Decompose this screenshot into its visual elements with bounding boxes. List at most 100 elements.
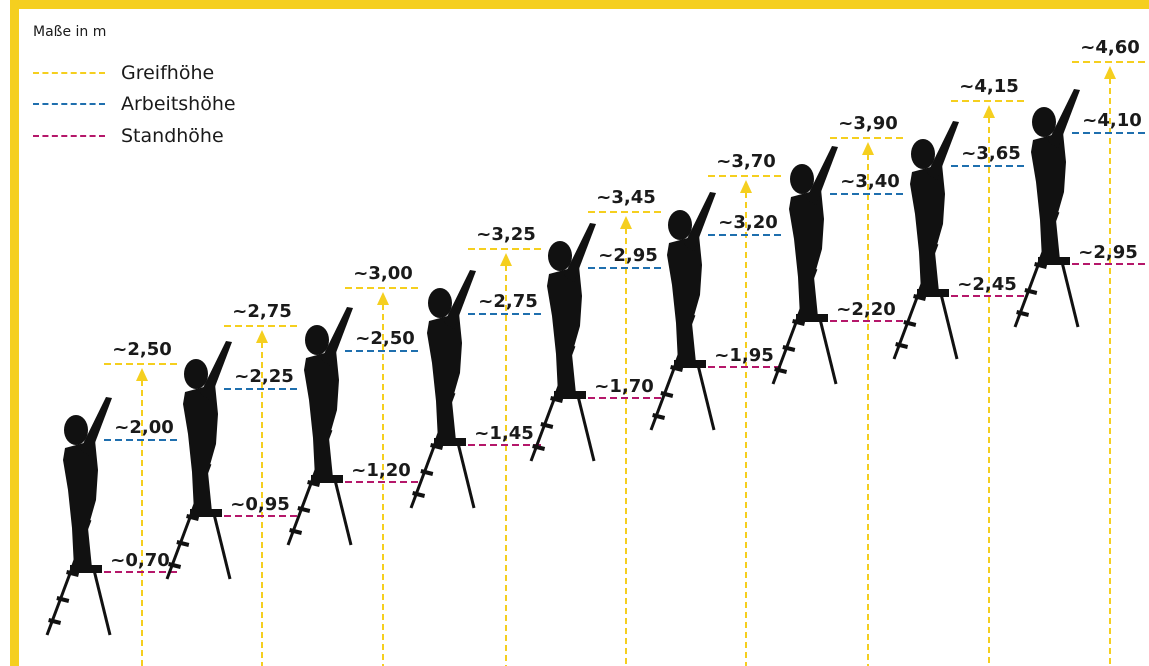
frame-top-border bbox=[10, 0, 1149, 9]
work-height-value: ~2,75 bbox=[478, 291, 538, 312]
stand-height-value: ~1,70 bbox=[594, 376, 654, 397]
ladder-step bbox=[412, 491, 426, 498]
height-arrow-head-icon bbox=[256, 330, 268, 343]
work-height-value: ~3,40 bbox=[840, 171, 900, 192]
person-body-icon bbox=[63, 440, 98, 568]
ladder-step bbox=[652, 413, 666, 420]
work-height-value: ~2,95 bbox=[598, 245, 658, 266]
ladder-step bbox=[550, 396, 564, 403]
person-head-icon bbox=[184, 359, 208, 389]
legend-swatch-stand bbox=[33, 135, 105, 137]
ladder-step bbox=[168, 562, 182, 569]
work-height-value: ~3,65 bbox=[961, 143, 1021, 164]
person-body-icon bbox=[910, 164, 945, 292]
ladder-step bbox=[430, 443, 444, 450]
ladder-step bbox=[176, 540, 190, 547]
person-body-icon bbox=[1031, 132, 1066, 260]
stand-height-value: ~2,95 bbox=[1078, 242, 1138, 263]
ladder-step bbox=[1024, 288, 1038, 295]
person-head-icon bbox=[548, 241, 572, 271]
stand-height-value: ~1,45 bbox=[474, 423, 534, 444]
grip-height-value: ~3,00 bbox=[353, 263, 413, 284]
ladder-step bbox=[792, 319, 806, 326]
person-head-icon bbox=[428, 288, 452, 318]
height-arrow-head-icon bbox=[862, 142, 874, 155]
person-raised-arm-icon bbox=[80, 397, 112, 456]
ladder-rear-leg bbox=[212, 513, 232, 580]
unit-note: Maße in m bbox=[33, 24, 107, 40]
ladder-step bbox=[660, 391, 674, 398]
grip-height-value: ~3,90 bbox=[838, 113, 898, 134]
person-head-icon bbox=[911, 139, 935, 169]
work-height-value: ~3,20 bbox=[718, 212, 778, 233]
person-head-icon bbox=[305, 325, 329, 355]
height-arrow-head-icon bbox=[620, 216, 632, 229]
height-arrow-head-icon bbox=[136, 368, 148, 381]
work-height-value: ~2,25 bbox=[234, 366, 294, 387]
person-body-icon bbox=[547, 266, 582, 394]
person-head-icon bbox=[790, 164, 814, 194]
ladder-step bbox=[1034, 262, 1048, 269]
height-arrow-head-icon bbox=[983, 105, 995, 118]
stand-height-value: ~0,70 bbox=[110, 550, 170, 571]
person-head-icon bbox=[1032, 107, 1056, 137]
ladder-step bbox=[913, 294, 927, 301]
work-height-value: ~2,50 bbox=[355, 328, 415, 349]
stand-height-value: ~2,45 bbox=[957, 274, 1017, 295]
ladder-platform bbox=[674, 360, 706, 368]
legend-swatch-work bbox=[33, 103, 105, 105]
ladder-rear-leg bbox=[456, 442, 476, 509]
ladder-platform bbox=[917, 289, 949, 297]
person-raised-arm-icon bbox=[927, 121, 959, 180]
person-raised-arm-icon bbox=[444, 270, 476, 329]
legend-item-work-height: Arbeitshöhe bbox=[33, 91, 293, 117]
ladder-rear-leg bbox=[818, 318, 838, 385]
person-body-icon bbox=[304, 350, 339, 478]
grip-height-value: ~3,45 bbox=[596, 187, 656, 208]
ladder-step bbox=[307, 480, 321, 487]
legend-label-stand: Standhöhe bbox=[121, 125, 224, 147]
ladder-step bbox=[782, 345, 796, 352]
grip-height-value: ~2,50 bbox=[112, 339, 172, 360]
stand-height-value: ~2,20 bbox=[836, 299, 896, 320]
ladder-rear-leg bbox=[1060, 261, 1080, 328]
person-body-icon bbox=[427, 313, 462, 441]
ladder-step bbox=[540, 422, 554, 429]
ladder-step bbox=[420, 469, 434, 476]
grip-height-value: ~3,25 bbox=[476, 224, 536, 245]
ladder-step bbox=[48, 618, 62, 625]
ladder-step bbox=[903, 320, 917, 327]
ladder-step bbox=[895, 342, 909, 349]
person-raised-arm-icon bbox=[806, 146, 838, 205]
person-body-icon bbox=[183, 384, 218, 512]
person-raised-arm-icon bbox=[200, 341, 232, 400]
person-body-icon bbox=[667, 235, 702, 363]
stand-height-value: ~0,95 bbox=[230, 494, 290, 515]
ladder-step bbox=[297, 506, 311, 513]
ladder-rear-leg bbox=[576, 395, 596, 462]
person-raised-arm-icon bbox=[321, 307, 353, 366]
ladder-platform bbox=[434, 438, 466, 446]
ladder-rear-leg bbox=[333, 479, 353, 546]
ladder-step bbox=[289, 528, 303, 535]
grip-height-value: ~3,70 bbox=[716, 151, 776, 172]
legend-item-grip-height: Greifhöhe bbox=[33, 60, 293, 86]
ladder-platform bbox=[796, 314, 828, 322]
grip-height-value: ~2,75 bbox=[232, 301, 292, 322]
ladder-rear-leg bbox=[696, 364, 716, 431]
height-arrow-head-icon bbox=[1104, 66, 1116, 79]
grip-height-value: ~4,15 bbox=[959, 76, 1019, 97]
person-raised-arm-icon bbox=[684, 192, 716, 251]
ladder-platform bbox=[70, 565, 102, 573]
person-raised-arm-icon bbox=[1048, 89, 1080, 148]
person-body-icon bbox=[789, 189, 824, 317]
person-head-icon bbox=[668, 210, 692, 240]
ladder-step bbox=[670, 365, 684, 372]
person-raised-arm-icon bbox=[564, 223, 596, 282]
legend-item-stand-height: Standhöhe bbox=[33, 123, 293, 149]
ladder-step bbox=[56, 596, 70, 603]
ladder-step bbox=[774, 367, 788, 374]
stand-height-value: ~1,20 bbox=[351, 460, 411, 481]
